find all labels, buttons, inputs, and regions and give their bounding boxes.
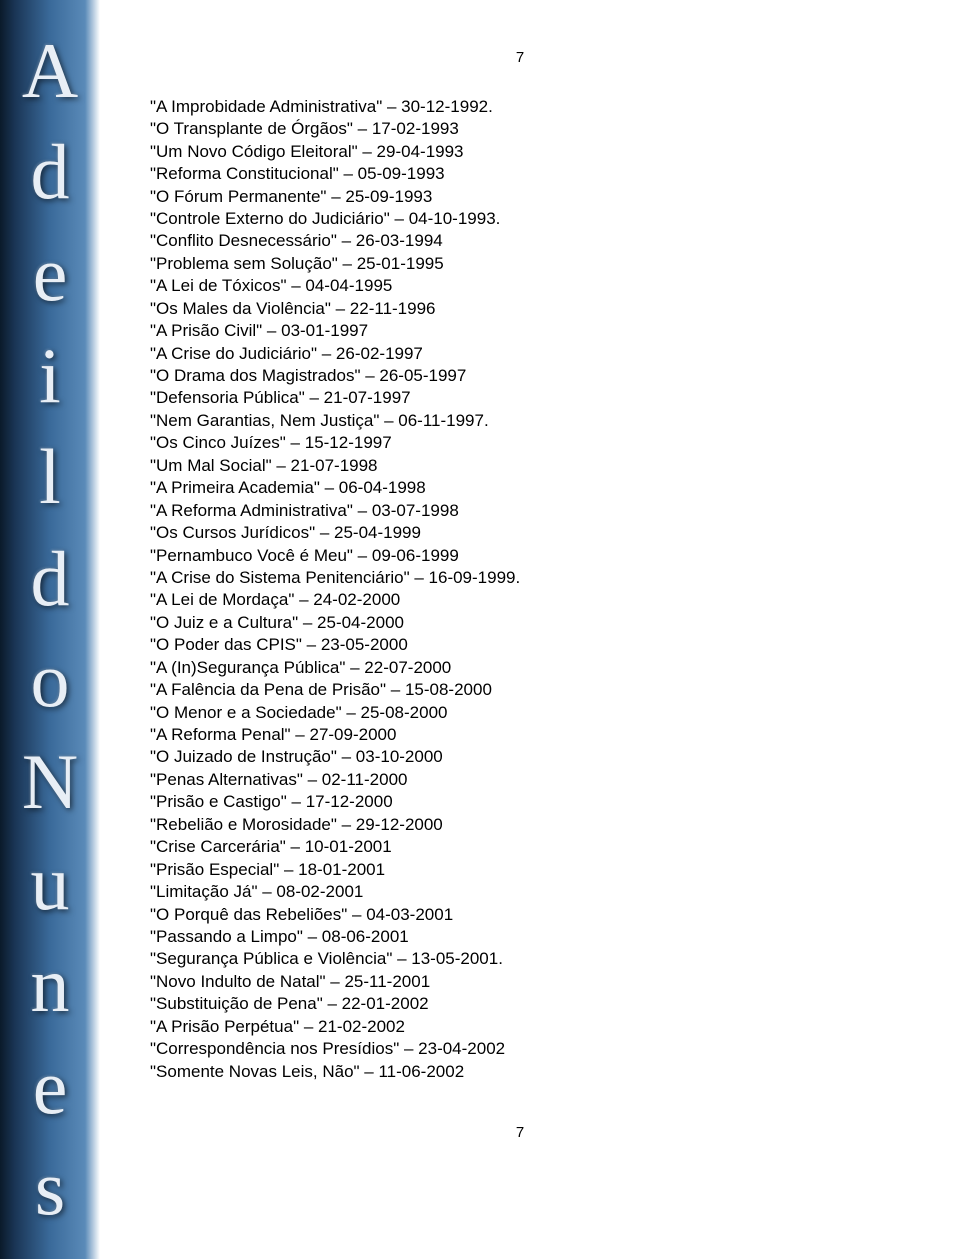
article-entry: "A Prisão Civil" – 03-01-1997: [150, 320, 890, 342]
sidebar-letter: i: [39, 337, 61, 415]
sidebar-letter: o: [31, 641, 70, 719]
article-entry: "A (In)Segurança Pública" – 22-07-2000: [150, 657, 890, 679]
article-entry: "Passando a Limpo" – 08-06-2001: [150, 926, 890, 948]
article-entry: "Substituição de Pena" – 22-01-2002: [150, 993, 890, 1015]
article-entry: "O Drama dos Magistrados" – 26-05-1997: [150, 365, 890, 387]
article-entry: "Correspondência nos Presídios" – 23-04-…: [150, 1038, 890, 1060]
sidebar-letter: A: [22, 32, 78, 110]
document-body: 7 "A Improbidade Administrativa" – 30-12…: [150, 48, 890, 1143]
article-entry: "Prisão e Castigo" – 17-12-2000: [150, 791, 890, 813]
article-entry: "Um Novo Código Eleitoral" – 29-04-1993: [150, 141, 890, 163]
article-entry: "Somente Novas Leis, Não" – 11-06-2002: [150, 1061, 890, 1083]
article-entry: "Prisão Especial" – 18-01-2001: [150, 859, 890, 881]
article-entry: "A Falência da Pena de Prisão" – 15-08-2…: [150, 679, 890, 701]
sidebar-letter: l: [39, 438, 61, 516]
article-entry: "A Primeira Academia" – 06-04-1998: [150, 477, 890, 499]
article-entry: "Penas Alternativas" – 02-11-2000: [150, 769, 890, 791]
article-entry: "O Porquê das Rebeliões" – 04-03-2001: [150, 904, 890, 926]
article-entry: "Nem Garantias, Nem Justiça" – 06-11-199…: [150, 410, 890, 432]
article-entry: "O Transplante de Órgãos" – 17-02-1993: [150, 118, 890, 140]
article-entry: "Novo Indulto de Natal" – 25-11-2001: [150, 971, 890, 993]
article-entry: "A Lei de Mordaça" – 24-02-2000: [150, 589, 890, 611]
article-entry: "Segurança Pública e Violência" – 13-05-…: [150, 948, 890, 970]
article-entry: "Os Cinco Juízes" – 15-12-1997: [150, 432, 890, 454]
sidebar-letter: d: [31, 540, 70, 618]
article-entry: "A Reforma Penal" – 27-09-2000: [150, 724, 890, 746]
article-entry: "A Crise do Judiciário" – 26-02-1997: [150, 343, 890, 365]
article-entry: "Os Males da Violência" – 22-11-1996: [150, 298, 890, 320]
article-entry: "Problema sem Solução" – 25-01-1995: [150, 253, 890, 275]
article-entry: "Os Cursos Jurídicos" – 25-04-1999: [150, 522, 890, 544]
article-entry: "A Reforma Administrativa" – 03-07-1998: [150, 500, 890, 522]
page-number-bottom: 7: [150, 1123, 890, 1143]
article-entry: "A Crise do Sistema Penitenciário" – 16-…: [150, 567, 890, 589]
article-entry: "O Juiz e a Cultura" – 25-04-2000: [150, 612, 890, 634]
article-entry: "O Juizado de Instrução" – 03-10-2000: [150, 746, 890, 768]
decorative-sidebar: AdeildoNunes: [0, 0, 100, 1259]
sidebar-letter: e: [33, 1048, 68, 1126]
sidebar-letter: u: [31, 844, 70, 922]
article-entry: "Conflito Desnecessário" – 26-03-1994: [150, 230, 890, 252]
article-entry: "Pernambuco Você é Meu" – 09-06-1999: [150, 545, 890, 567]
article-entry: "Controle Externo do Judiciário" – 04-10…: [150, 208, 890, 230]
article-entry: "Defensoria Pública" – 21-07-1997: [150, 387, 890, 409]
sidebar-letter: s: [35, 1149, 65, 1227]
sidebar-letter: N: [22, 743, 78, 821]
sidebar-letter: n: [31, 946, 70, 1024]
article-entry: "A Prisão Perpétua" – 21-02-2002: [150, 1016, 890, 1038]
article-entry: "A Improbidade Administrativa" – 30-12-1…: [150, 96, 890, 118]
article-entry: "Rebelião e Morosidade" – 29-12-2000: [150, 814, 890, 836]
article-entry: "O Poder das CPIS" – 23-05-2000: [150, 634, 890, 656]
page-number-top: 7: [150, 48, 890, 68]
article-entry: "Um Mal Social" – 21-07-1998: [150, 455, 890, 477]
article-entry: "O Menor e a Sociedade" – 25-08-2000: [150, 702, 890, 724]
sidebar-letter: e: [33, 235, 68, 313]
article-entry: "Reforma Constitucional" – 05-09-1993: [150, 163, 890, 185]
sidebar-letter: d: [31, 133, 70, 211]
article-entry: "O Fórum Permanente" – 25-09-1993: [150, 186, 890, 208]
article-list: "A Improbidade Administrativa" – 30-12-1…: [150, 96, 890, 1083]
article-entry: "Limitação Já" – 08-02-2001: [150, 881, 890, 903]
article-entry: "Crise Carcerária" – 10-01-2001: [150, 836, 890, 858]
article-entry: "A Lei de Tóxicos" – 04-04-1995: [150, 275, 890, 297]
